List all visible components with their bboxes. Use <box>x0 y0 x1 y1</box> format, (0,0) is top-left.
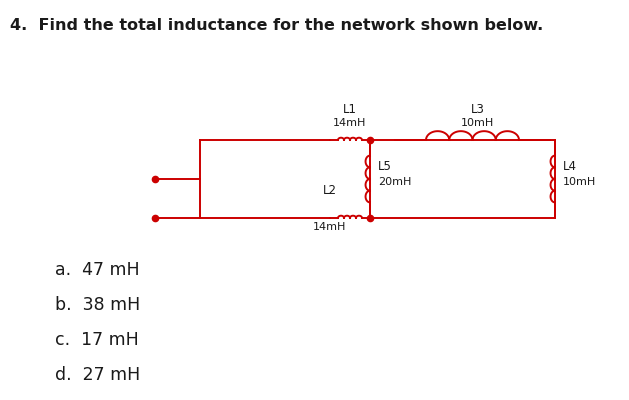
Text: 14mH: 14mH <box>313 222 347 232</box>
Text: 10mH: 10mH <box>461 118 494 128</box>
Text: L5: L5 <box>378 160 392 174</box>
Text: 14mH: 14mH <box>333 118 367 128</box>
Text: c.  17 mH: c. 17 mH <box>55 331 139 349</box>
Text: 20mH: 20mH <box>378 177 411 187</box>
Text: 4.  Find the total inductance for the network shown below.: 4. Find the total inductance for the net… <box>10 18 543 33</box>
Text: L2: L2 <box>323 184 337 197</box>
Text: b.  38 mH: b. 38 mH <box>55 296 140 314</box>
Text: L1: L1 <box>343 103 357 116</box>
Text: a.  47 mH: a. 47 mH <box>55 261 140 279</box>
Text: L3: L3 <box>470 103 484 116</box>
Text: L4: L4 <box>563 160 577 174</box>
Text: 10mH: 10mH <box>563 177 596 187</box>
Text: d.  27 mH: d. 27 mH <box>55 366 140 384</box>
